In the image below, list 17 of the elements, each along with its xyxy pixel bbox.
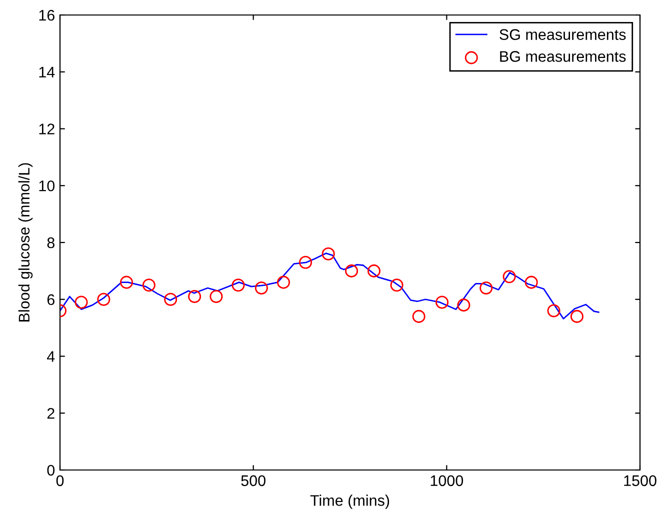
x-tick-label: 1500 [624, 475, 656, 486]
legend-label: SG measurements [500, 29, 626, 40]
y-axis-title: Blood glucose (mmol/L) [18, 163, 33, 322]
y-tick-label: 14 [39, 66, 55, 78]
y-tick-label: 10 [39, 180, 55, 192]
x-tick-label: 500 [241, 475, 266, 486]
y-tick-label: 12 [39, 124, 54, 134]
y-tick-label: 6 [47, 294, 54, 306]
y-tick-label: 8 [47, 237, 54, 248]
y-tick-label: 2 [47, 408, 54, 419]
x-tick-label: 1000 [430, 475, 464, 486]
legend-label: BG measurements [500, 51, 626, 62]
y-tick-label: 4 [46, 351, 55, 362]
y-tick-label: 16 [39, 10, 54, 21]
x-axis-title: Time (mins) [310, 494, 390, 509]
x-tick-label: 0 [56, 475, 64, 486]
y-tick-label: 0 [47, 464, 55, 476]
